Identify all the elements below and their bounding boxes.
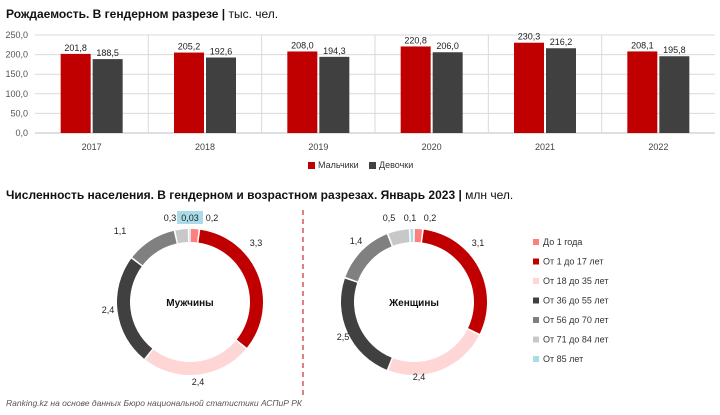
donut-value-label: 3,1 [472,238,485,248]
bar-value-label: 205,2 [178,42,201,52]
age-legend-label: От 71 до 84 лет [543,335,608,345]
age-legend-swatch [533,258,539,265]
age-legend-swatch [533,317,539,323]
age-legend-swatch [533,297,539,304]
donut-value-label: 2,4 [413,372,426,382]
bar-boys [60,53,91,133]
donut-slice [345,234,392,282]
bar-boys [400,46,431,134]
donut-center-label: Мужчины [166,298,213,309]
x-tick-label: 2021 [535,142,555,152]
bar-boys [627,51,658,133]
bar-value-label: 188,5 [96,48,119,58]
population-chart-title-unit: млн чел. [465,188,514,202]
donut-slice [145,340,246,375]
age-legend-label: От 1 до 17 лет [543,257,603,267]
age-legend-swatch [533,239,539,245]
bar-boys [287,51,318,133]
bar-value-label: 208,0 [291,40,314,50]
donut-slice [422,229,487,334]
donut-slice [341,278,392,370]
x-tick-label: 2019 [308,142,328,152]
source-footer: Ranking.kz на основе данных Бюро национа… [6,398,302,408]
donut-slice [175,229,189,244]
birth-chart-title-main: Рождаемость. В гендерном разрезе [6,7,219,21]
population-chart-title: Численность населения. В гендерном и воз… [6,188,514,202]
age-legend-swatch [533,336,539,343]
age-legend-label: От 85 лет [543,354,583,364]
bar-value-label: 195,8 [663,45,686,55]
donut-slice [410,229,414,243]
legend-label-boys: Мальчики [318,160,359,170]
y-tick-label: 0,0 [15,128,28,138]
donut-value-label: 0,2 [206,213,219,223]
bar-girls [319,56,350,134]
legend-swatch-girls [369,162,376,169]
donut-value-label: 2,4 [192,377,205,387]
bar-girls [546,48,576,133]
x-tick-label: 2022 [648,142,668,152]
birth-chart-title: Рождаемость. В гендерном разрезе | тыс. … [6,7,279,21]
y-tick-label: 200,0 [5,50,28,60]
donut-value-label: 2,5 [337,332,350,342]
age-legend-label: До 1 года [543,237,582,247]
donut-value-label: 1,4 [350,236,363,246]
donut-label-box [177,211,203,224]
bar-girls [206,57,236,133]
y-tick-label: 250,0 [5,30,28,40]
population-chart-title-main: Численность населения. В гендерном и воз… [6,188,456,202]
donut-value-label: 0,03 [181,213,199,223]
bar-value-label: 216,2 [550,37,573,47]
bar-boys [174,52,204,133]
donut-value-label: 0,3 [164,213,177,223]
x-tick-label: 2018 [195,142,215,152]
y-tick-label: 150,0 [5,69,28,79]
donut-slice [414,229,423,243]
donut-value-label: 0,5 [383,213,396,223]
bar-girls [92,59,123,133]
donut-value-label: 0,2 [424,213,437,223]
age-legend-swatch [533,278,539,284]
x-tick-label: 2017 [82,142,102,152]
donut-center-label: Женщины [388,298,439,309]
x-tick-label: 2020 [422,142,442,152]
bar-value-label: 194,3 [323,46,346,56]
legend-swatch-boys [308,162,315,169]
donut-slice [388,329,479,375]
bar-girls [659,56,690,133]
bar-girls [432,52,463,133]
y-tick-label: 50,0 [10,108,28,118]
bar-value-label: 192,6 [210,47,233,57]
legend-label-girls: Девочки [379,160,413,170]
bar-value-label: 220,8 [404,35,427,45]
age-legend-swatch [533,356,539,362]
birth-chart-title-unit: тыс. чел. [228,7,279,21]
donut-slice [190,229,199,243]
age-legend-label: От 36 до 55 лет [543,296,608,306]
bar-value-label: 206,0 [436,41,459,51]
donut-value-label: 2,4 [102,305,115,315]
donut-slice [189,229,191,243]
donut-slice [198,229,263,348]
donut-slice [117,258,153,359]
bar-value-label: 201,8 [64,43,87,53]
bar-boys [514,42,544,134]
bar-value-label: 208,1 [631,40,654,50]
age-legend-label: От 56 до 70 лет [543,315,608,325]
y-tick-label: 100,0 [5,89,28,99]
donut-slice [132,230,177,266]
donut-slice [388,229,410,246]
bar-value-label: 230,3 [518,32,541,42]
donut-value-label: 1,1 [114,226,127,236]
donut-value-label: 3,3 [250,238,263,248]
age-legend-label: От 18 до 35 лет [543,276,608,286]
donut-value-label: 0,1 [404,213,417,223]
